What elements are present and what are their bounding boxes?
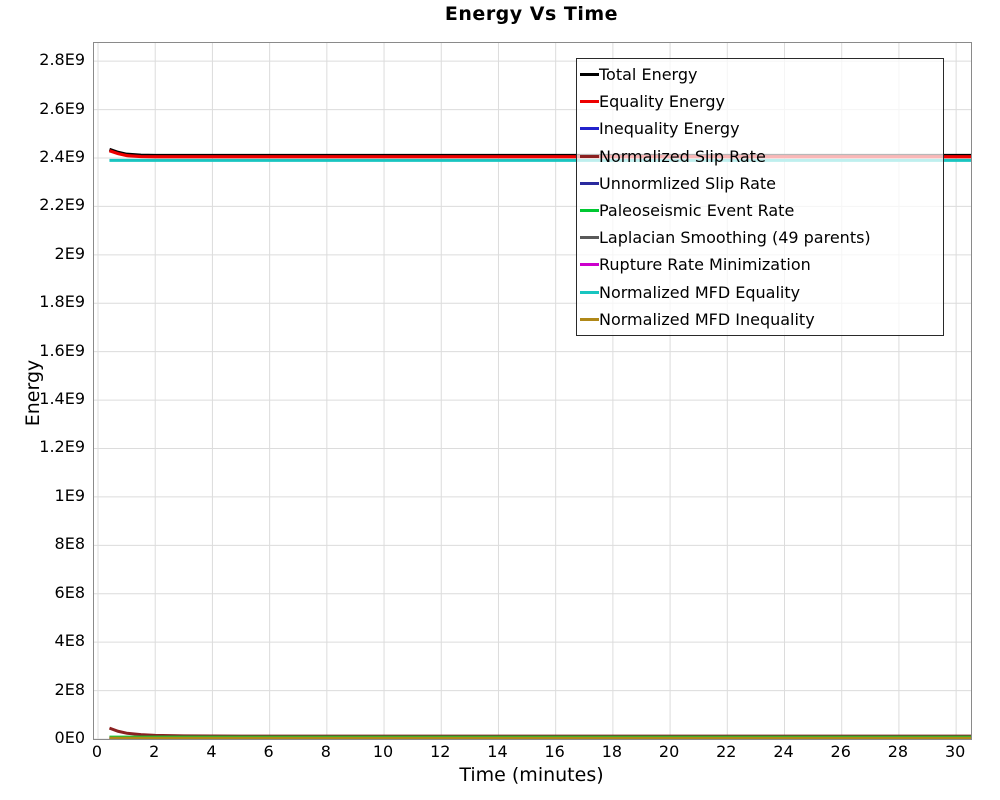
y-tick-label: 6E8 — [54, 582, 85, 602]
legend-line-swatch — [580, 317, 599, 321]
y-tick-label: 4E8 — [54, 631, 85, 651]
x-tick-label: 20 — [658, 742, 680, 761]
y-tick-label: 2E9 — [54, 243, 85, 263]
x-tick-label: 28 — [887, 742, 909, 761]
legend-label: Rupture Rate Minimization — [599, 255, 811, 275]
legend-line-swatch — [580, 263, 599, 267]
y-tick-label: 1E9 — [54, 485, 85, 505]
legend-line-swatch — [580, 100, 599, 104]
x-tick-label: 16 — [544, 742, 565, 761]
x-tick-label: 22 — [716, 742, 737, 761]
y-tick-label: 2E8 — [54, 679, 85, 699]
legend-label: Normalized MFD Equality — [599, 282, 801, 302]
y-tick-label: 1.4E9 — [39, 389, 85, 409]
x-axis-label: Time (minutes) — [459, 764, 604, 786]
legend-item: Inequality Energy — [580, 120, 943, 137]
x-tick-label: 26 — [830, 742, 851, 761]
y-tick-label: 1.2E9 — [39, 437, 85, 457]
x-tick-label: 10 — [372, 742, 394, 761]
legend-item: Laplacian Smoothing (49 parents) — [580, 229, 943, 246]
y-tick-label: 1.6E9 — [39, 340, 85, 360]
y-tick-label: 2.8E9 — [39, 50, 85, 70]
y-tick-label: 2.2E9 — [39, 195, 85, 215]
legend-label: Paleoseismic Event Rate — [599, 201, 795, 221]
legend-label: Unnormlized Slip Rate — [599, 173, 777, 193]
x-tick-label: 30 — [944, 742, 966, 761]
legend-line-swatch — [580, 127, 599, 131]
x-tick-label: 12 — [430, 742, 451, 761]
y-tick-label: 2.6E9 — [39, 98, 85, 118]
y-tick-label: 0E0 — [54, 728, 85, 747]
legend-label: Laplacian Smoothing (49 parents) — [599, 228, 871, 248]
legend-label: Equality Energy — [599, 92, 725, 112]
legend-line-swatch — [580, 181, 599, 185]
legend-item: Rupture Rate Minimization — [580, 256, 943, 273]
legend-item: Normalized Slip Rate — [580, 148, 943, 165]
legend-label: Inequality Energy — [599, 119, 740, 139]
legend-item: Unnormlized Slip Rate — [580, 175, 943, 192]
chart-title: Energy Vs Time — [444, 3, 619, 25]
legend-line-swatch — [580, 154, 599, 158]
y-tick-label: 8E8 — [54, 534, 85, 554]
legend-item: Normalized MFD Equality — [580, 284, 943, 301]
legend-line-swatch — [580, 73, 599, 77]
x-tick-label: 6 — [263, 742, 274, 761]
x-tick-label: 2 — [149, 742, 160, 761]
legend-label: Total Energy — [599, 65, 698, 85]
legend-label: Normalized Slip Rate — [599, 146, 766, 166]
legend-line-swatch — [580, 209, 599, 213]
legend-label: Normalized MFD Inequality — [599, 309, 815, 329]
x-tick-label: 18 — [601, 742, 623, 761]
y-tick-label: 1.8E9 — [39, 292, 85, 312]
legend-line-swatch — [580, 236, 599, 240]
x-tick-label: 8 — [320, 742, 331, 761]
legend-item: Paleoseismic Event Rate — [580, 202, 943, 219]
y-tick-label: 2.4E9 — [39, 146, 85, 166]
x-tick-label: 0 — [91, 742, 103, 761]
legend-item: Normalized MFD Inequality — [580, 311, 943, 328]
x-tick-label: 24 — [773, 742, 794, 761]
legend-item: Equality Energy — [580, 93, 943, 110]
x-tick-label: 14 — [487, 742, 508, 761]
legend-item: Total Energy — [580, 66, 943, 83]
legend: Total Energy Equality Energy Inequality En… — [576, 58, 944, 336]
legend-line-swatch — [580, 290, 599, 294]
plot-canvas — [94, 43, 971, 739]
x-tick-label: 4 — [206, 742, 217, 761]
